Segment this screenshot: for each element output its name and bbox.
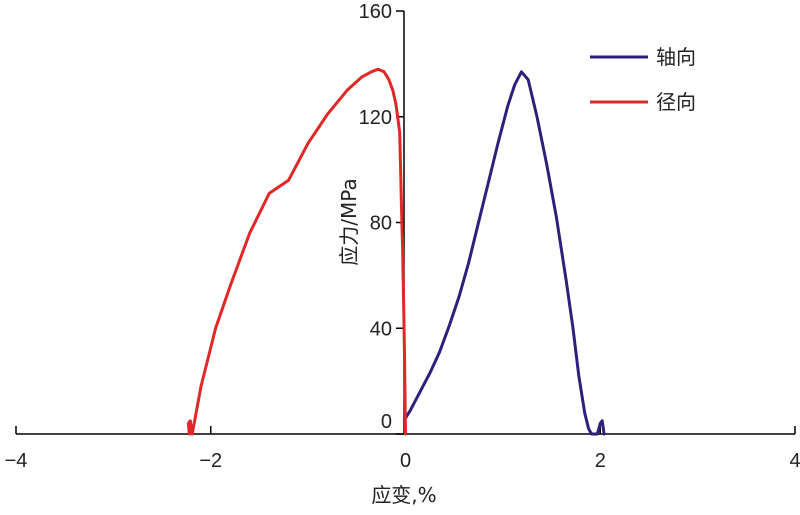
series-line-axial [404,70,606,436]
y-tick-label: 80 [370,213,392,235]
x-tick-label: 0 [400,450,411,472]
x-tick-label: 4 [789,450,800,472]
y-tick-label: 160 [359,1,392,23]
y-tick-label: 40 [370,318,392,340]
x-tick-label: −2 [199,450,222,472]
y-tick-label: 0 [381,411,392,433]
y-axis-title: 应力/MPa [337,178,361,265]
legend-label: 径向 [656,90,696,114]
legend-label: 轴向 [656,45,696,69]
x-tick-label: −4 [5,450,28,472]
x-axis-title: 应变,% [371,483,436,507]
x-tick-label: 2 [595,450,606,472]
y-tick-label: 120 [359,107,392,129]
series-line-radial [186,67,407,436]
series-layer [186,67,606,436]
